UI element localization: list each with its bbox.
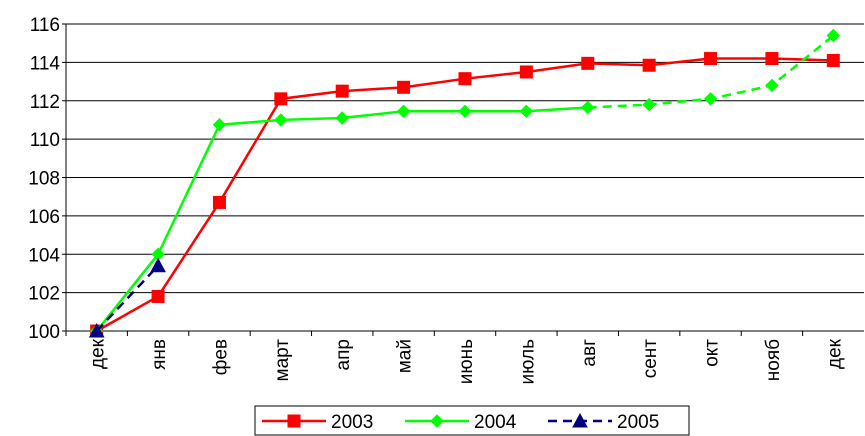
y-tick-label: 106 — [28, 207, 60, 228]
marker — [212, 195, 226, 209]
y-tick-label: 108 — [28, 169, 60, 190]
x-tick-label: май — [395, 339, 416, 373]
x-tick-label: фев — [210, 339, 231, 375]
marker — [396, 104, 411, 119]
marker — [458, 72, 472, 86]
marker — [335, 111, 349, 125]
marker — [274, 92, 288, 106]
x-tick-label: сент — [640, 339, 661, 379]
legend-label: 2004 — [474, 412, 517, 433]
marker — [287, 414, 301, 428]
marker — [642, 97, 656, 112]
x-tick-label: июнь — [456, 339, 477, 384]
legend-label: 2003 — [331, 412, 373, 433]
y-tick-label: 112 — [30, 92, 60, 113]
marker — [458, 104, 472, 119]
marker — [765, 78, 779, 93]
legend: 2003 2004 2005 — [254, 405, 690, 436]
y-tick-label: 102 — [28, 284, 60, 305]
y-tick-label: 116 — [30, 15, 60, 36]
series-line — [96, 57, 834, 333]
marker — [335, 84, 349, 98]
marker — [212, 118, 227, 132]
marker — [151, 289, 165, 303]
series-line — [95, 106, 588, 332]
marker — [150, 257, 166, 273]
marker — [274, 113, 288, 127]
x-tick-label: янв — [149, 339, 170, 370]
y-tick-label: 104 — [28, 245, 60, 266]
y-tick-label: 110 — [30, 130, 60, 151]
marker — [765, 52, 779, 66]
marker — [581, 100, 595, 115]
marker — [642, 58, 656, 72]
marker — [703, 92, 718, 106]
x-tick-label: дек — [88, 338, 109, 369]
marker — [826, 53, 840, 67]
x-tick-label: апр — [333, 339, 354, 370]
x-tick-label: март — [272, 339, 293, 382]
x-tick-label: июль — [517, 339, 538, 385]
marker — [430, 414, 444, 428]
marker — [572, 412, 588, 428]
y-tick-label: 100 — [28, 322, 60, 343]
legend-box — [254, 405, 690, 436]
y-tick-label: 114 — [30, 53, 61, 74]
legend-label: 2005 — [617, 412, 659, 433]
marker — [519, 104, 534, 119]
marker — [581, 56, 595, 70]
x-tick-label: авг — [579, 339, 600, 367]
marker — [519, 65, 533, 79]
marker — [88, 322, 105, 338]
marker — [826, 28, 841, 43]
marker — [397, 80, 411, 94]
x-tick-label: нояб — [763, 339, 784, 381]
x-tick-label: окт — [702, 339, 723, 367]
x-tick-label: дек — [824, 338, 845, 369]
marker — [704, 52, 718, 66]
